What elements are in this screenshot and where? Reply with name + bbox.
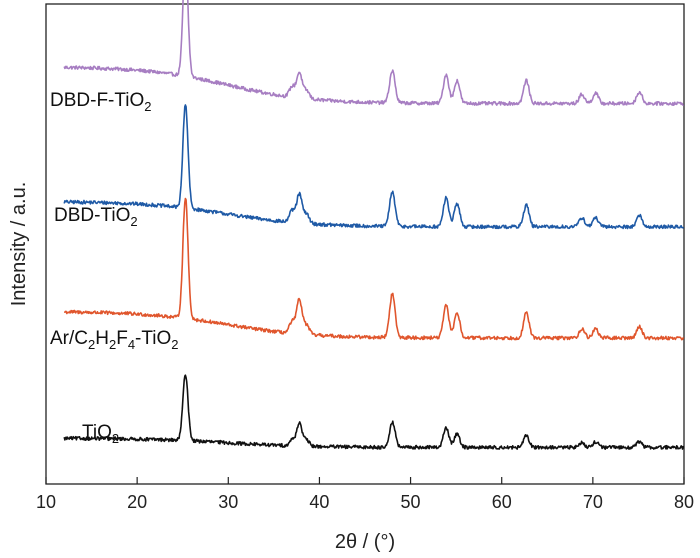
label-text: Ar/C <box>50 328 88 349</box>
label-subscript: 2 <box>109 337 116 352</box>
label-subscript: 2 <box>88 337 95 352</box>
label-text: F <box>116 328 128 349</box>
series-line-2 <box>64 197 685 341</box>
series-label-3: TiO2 <box>82 422 119 446</box>
label-text: -TiO <box>135 328 171 349</box>
x-tick-label: 20 <box>127 492 147 512</box>
plot-border <box>45 3 685 485</box>
series-label-1: DBD-TiO2 <box>54 205 138 229</box>
label-subscript: 2 <box>130 214 137 229</box>
plot-frame <box>45 3 685 485</box>
series-label-2: Ar/C2H2F4-TiO2 <box>50 328 179 352</box>
series-line-0 <box>63 0 684 106</box>
label-subscript: 4 <box>128 337 135 352</box>
label-text: DBD-F-TiO <box>50 90 144 111</box>
label-subscript: 2 <box>171 337 178 352</box>
label-subscript: 2 <box>112 431 119 446</box>
x-tick-label: 60 <box>492 492 512 512</box>
x-tick-label: 50 <box>401 492 421 512</box>
x-axis-ticks: 10 20 30 40 50 60 70 80 <box>36 477 694 512</box>
y-axis-title: Intensity / a.u. <box>8 182 30 307</box>
label-text: DBD-TiO <box>54 205 130 226</box>
series-label-0: DBD-F-TiO2 <box>50 90 152 114</box>
x-tick-label: 80 <box>674 492 694 512</box>
x-tick-label: 70 <box>583 492 603 512</box>
label-subscript: 2 <box>144 99 151 114</box>
x-tick-label: 10 <box>36 492 56 512</box>
label-text: TiO <box>82 422 112 443</box>
series-layer <box>63 0 685 450</box>
x-tick-label: 30 <box>218 492 238 512</box>
series-line-3 <box>63 374 685 450</box>
x-tick-label: 40 <box>309 492 329 512</box>
label-text: H <box>95 328 109 349</box>
series-line-1 <box>63 104 684 230</box>
x-axis-title: 2θ / (°) <box>335 531 395 553</box>
